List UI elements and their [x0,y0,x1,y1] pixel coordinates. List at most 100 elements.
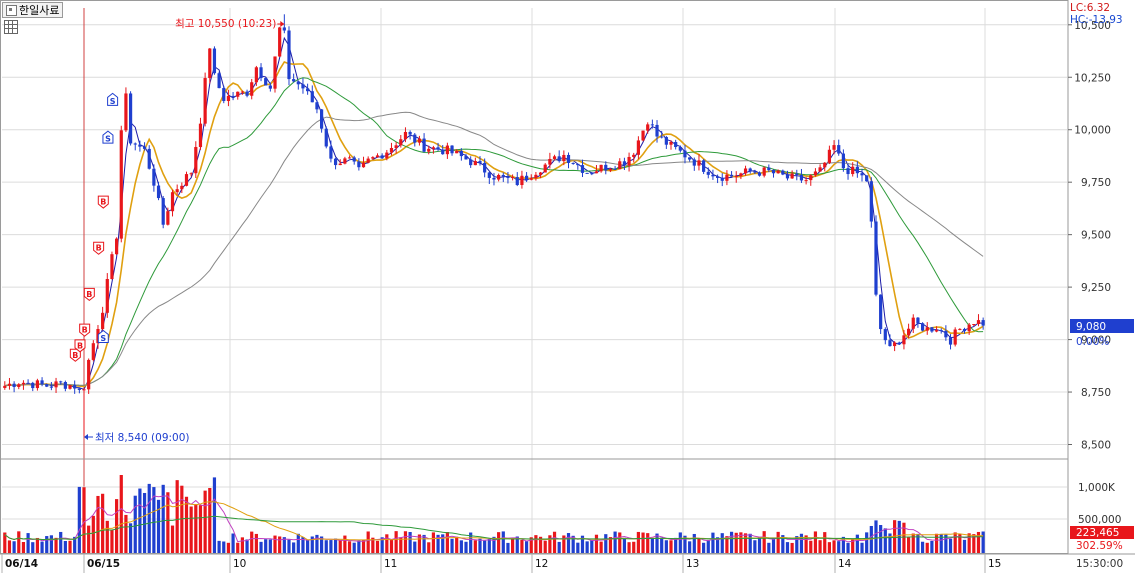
volume-bar [427,542,431,553]
candle-body [240,91,244,93]
volume-bar [515,536,519,553]
volume-bar [636,531,640,553]
candle-body [68,385,72,389]
candle-body [781,170,785,175]
buy-signal-marker: B [83,287,95,302]
candle-body [660,136,664,138]
x-tick-label: 13 [686,558,699,570]
candle-body [254,67,258,83]
volume-bar [855,534,859,553]
candle-body [958,328,962,330]
volume-bar [529,537,533,553]
candle-body [683,150,687,158]
volume-bar [101,493,105,553]
candle-body [403,131,408,140]
volume-bar [981,531,985,553]
y-tick-label: 8,500 [1081,440,1111,452]
candle-body [278,27,282,57]
volume-bar [375,540,380,553]
current-volume-label: 223,465 [1076,527,1119,539]
y-tick-label: 9,250 [1081,282,1111,294]
candle-body [557,156,561,162]
candle-body [846,168,850,175]
volume-bar [478,538,482,553]
candle-body [497,174,501,180]
volume-bar [250,531,254,553]
volume-bar [832,540,836,553]
x-tick-label: 15 [988,558,1001,570]
volume-bar [441,534,445,553]
volume-bar [678,532,682,553]
volume-bar [781,535,785,553]
volume-bar [674,537,678,553]
candle-body [869,181,873,222]
volume-bar [664,540,668,553]
candle-body [515,177,519,186]
candle-body [124,93,128,131]
candle-body [380,155,384,159]
volume-bar [711,532,715,553]
volume-bar [920,541,925,553]
candle-body [622,161,627,166]
candle-body [692,159,696,166]
sell-signal-marker: S [102,130,114,144]
candle-body [920,323,925,331]
volume-bar [54,537,58,553]
volume-bar [287,539,291,553]
volume-bar [669,540,673,553]
title-box[interactable]: 한일사료 [2,2,64,18]
volume-bar [264,539,268,553]
candle-body [170,192,175,212]
candle-body [860,173,864,176]
table-toggle-icon[interactable] [4,20,18,34]
candle-body [175,189,179,193]
y-tick-label: 9,500 [1081,230,1111,242]
candle-body [799,174,804,181]
volume-bar [953,532,957,553]
candle-body [725,174,729,181]
volume-bar [87,525,91,553]
candle-body [972,324,976,326]
volume-bar [408,532,412,553]
volume-bar [608,537,613,553]
candle-body [184,174,189,186]
volume-bar [26,533,30,553]
volume-bar [128,523,133,553]
svg-text:B: B [82,326,88,335]
candle-body [823,162,827,168]
volume-bar [184,496,189,553]
volume-bar [725,536,729,553]
volume-bar [389,539,394,553]
volume-bar [962,539,967,553]
volume-bar [823,532,827,553]
candle-body [427,148,431,152]
volume-bar [77,486,81,553]
volume-bar [3,532,7,553]
candle-body [487,172,491,178]
candle-body [613,168,617,170]
candle-body [101,312,105,329]
candle-body [21,382,26,385]
candle-body [287,30,291,80]
candle-body [315,102,319,110]
candle-body [375,155,380,158]
candle-body [12,383,16,387]
volume-bar [860,542,864,553]
volume-bar [40,541,44,553]
candle-body [711,174,715,177]
candle-body [562,154,566,162]
volume-bar [464,541,468,553]
volume-bar [385,534,389,553]
volume-bar [63,540,67,553]
candle-body [702,160,706,172]
candle-body [618,161,622,170]
candle-body [245,91,249,96]
volume-bar [361,539,366,553]
volume-bar [399,537,403,553]
candle-body [804,180,808,182]
volume-bar [152,487,156,553]
volume-bar [650,538,654,553]
volume-bar [753,540,757,553]
